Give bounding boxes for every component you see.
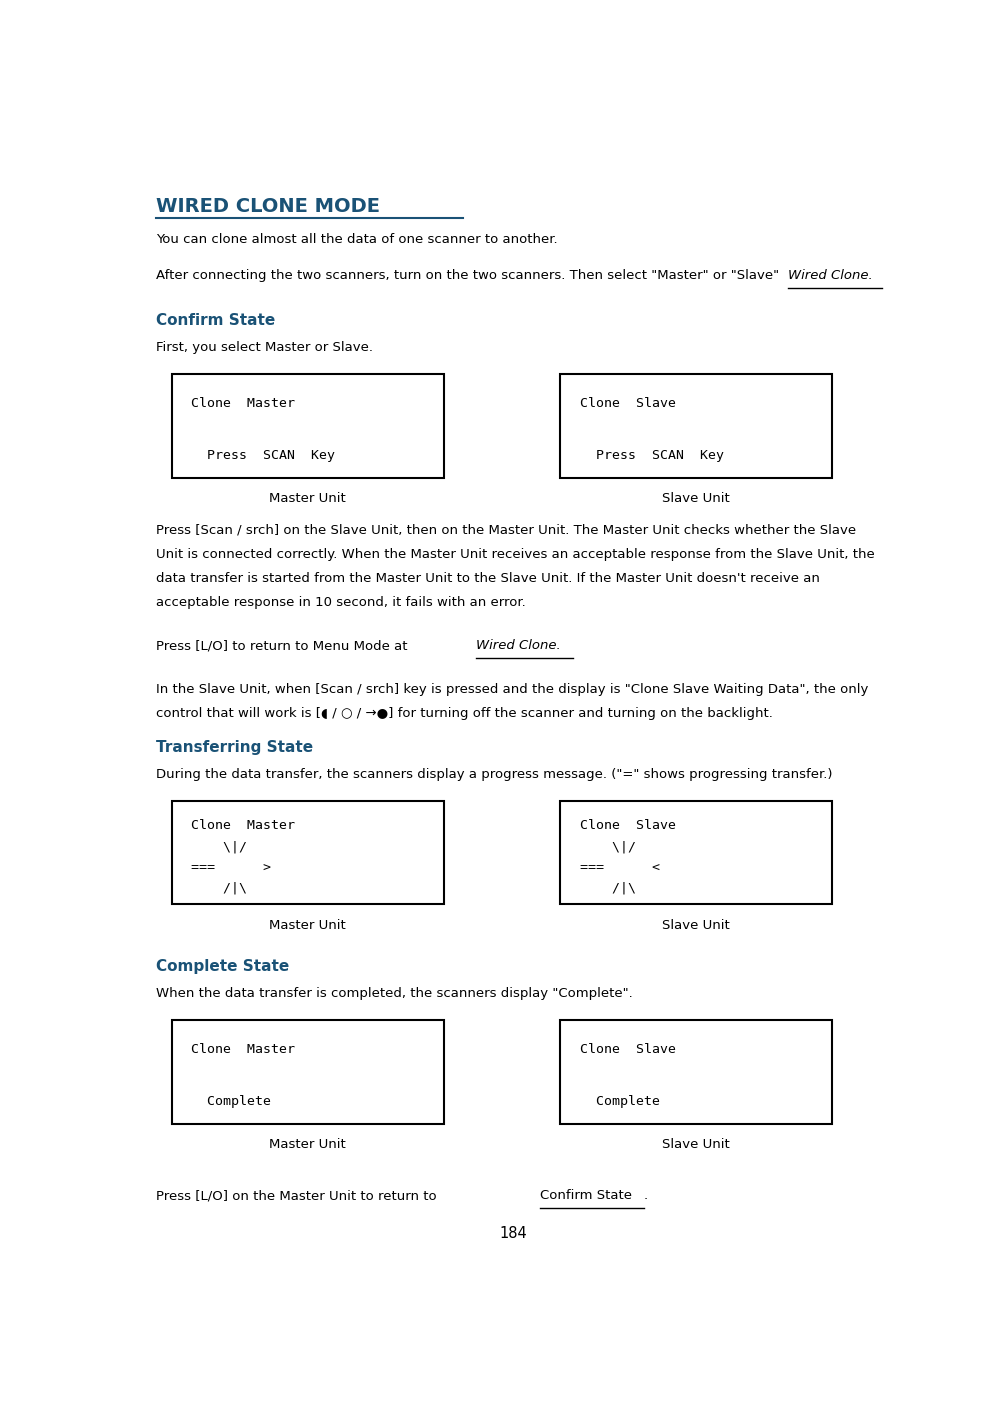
Text: .: . — [644, 1189, 648, 1202]
FancyBboxPatch shape — [172, 801, 444, 904]
Text: /|\: /|\ — [579, 881, 635, 894]
Text: Complete State: Complete State — [156, 959, 290, 973]
Text: Complete: Complete — [191, 1095, 272, 1108]
Text: In the Slave Unit, when [Scan / srch] key is pressed and the display is "Clone S: In the Slave Unit, when [Scan / srch] ke… — [156, 683, 869, 696]
Text: control that will work is [◖ / ○ / →●] for turning off the scanner and turning o: control that will work is [◖ / ○ / →●] f… — [156, 707, 774, 720]
Text: Master Unit: Master Unit — [270, 1138, 346, 1151]
FancyBboxPatch shape — [172, 374, 444, 478]
Text: First, you select Master or Slave.: First, you select Master or Slave. — [156, 341, 374, 354]
Text: ===      >: === > — [191, 860, 272, 874]
Text: Unit is connected correctly. When the Master Unit receives an acceptable respons: Unit is connected correctly. When the Ma… — [156, 547, 875, 561]
Text: Press [L/O] to return to Menu Mode at: Press [L/O] to return to Menu Mode at — [156, 639, 412, 652]
Text: Complete: Complete — [579, 1095, 659, 1108]
Text: Confirm State: Confirm State — [540, 1189, 632, 1202]
Text: Press [Scan / srch] on the Slave Unit, then on the Master Unit. The Master Unit : Press [Scan / srch] on the Slave Unit, t… — [156, 523, 857, 537]
Text: Clone  Master: Clone Master — [191, 397, 296, 411]
Text: Slave Unit: Slave Unit — [662, 918, 729, 931]
FancyBboxPatch shape — [560, 374, 832, 478]
Text: Press  SCAN  Key: Press SCAN Key — [191, 449, 336, 462]
Text: ===      <: === < — [579, 860, 659, 874]
Text: \|/: \|/ — [579, 840, 635, 853]
Text: /|\: /|\ — [191, 881, 247, 894]
FancyBboxPatch shape — [560, 1020, 832, 1124]
Text: Slave Unit: Slave Unit — [662, 492, 729, 504]
Text: Transferring State: Transferring State — [156, 740, 314, 755]
Text: \|/: \|/ — [191, 840, 247, 853]
Text: Press [L/O] on the Master Unit to return to: Press [L/O] on the Master Unit to return… — [156, 1189, 441, 1202]
Text: acceptable response in 10 second, it fails with an error.: acceptable response in 10 second, it fai… — [156, 595, 526, 608]
Text: data transfer is started from the Master Unit to the Slave Unit. If the Master U: data transfer is started from the Master… — [156, 571, 821, 585]
Text: Master Unit: Master Unit — [270, 918, 346, 931]
Text: Clone  Slave: Clone Slave — [579, 1043, 675, 1056]
Text: Confirm State: Confirm State — [156, 313, 276, 327]
Text: Clone  Master: Clone Master — [191, 819, 296, 832]
Text: You can clone almost all the data of one scanner to another.: You can clone almost all the data of one… — [156, 234, 558, 247]
FancyBboxPatch shape — [560, 801, 832, 904]
Text: During the data transfer, the scanners display a progress message. ("=" shows pr: During the data transfer, the scanners d… — [156, 768, 833, 781]
Text: Slave Unit: Slave Unit — [662, 1138, 729, 1151]
Text: Clone  Master: Clone Master — [191, 1043, 296, 1056]
Text: Master Unit: Master Unit — [270, 492, 346, 504]
FancyBboxPatch shape — [172, 1020, 444, 1124]
Text: 184: 184 — [500, 1227, 527, 1241]
Text: Wired Clone.: Wired Clone. — [788, 269, 873, 282]
Text: Clone  Slave: Clone Slave — [579, 819, 675, 832]
Text: Wired Clone.: Wired Clone. — [476, 639, 561, 652]
Text: Clone  Slave: Clone Slave — [579, 397, 675, 411]
Text: Press  SCAN  Key: Press SCAN Key — [579, 449, 723, 462]
Text: After connecting the two scanners, turn on the two scanners. Then select "Master: After connecting the two scanners, turn … — [156, 269, 788, 282]
Text: When the data transfer is completed, the scanners display "Complete".: When the data transfer is completed, the… — [156, 988, 633, 1000]
Text: WIRED CLONE MODE: WIRED CLONE MODE — [156, 197, 381, 217]
